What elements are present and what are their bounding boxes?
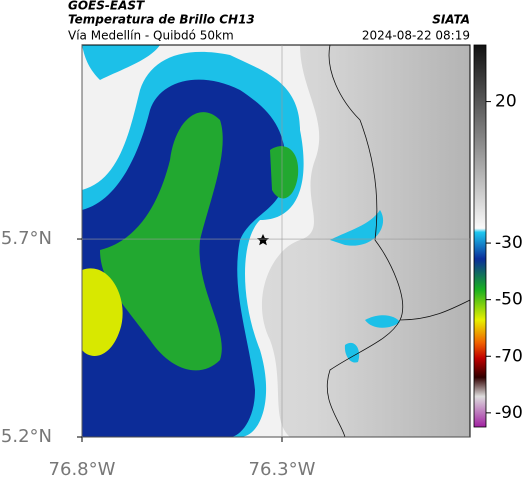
- x-tick-label: 76.8°W: [49, 459, 116, 480]
- y-tick-label: 5.2°N: [1, 426, 52, 447]
- subtitle: Temperatura de Brillo CH13: [68, 13, 255, 27]
- y-tick-label: 5.7°N: [1, 228, 52, 249]
- x-tick-label: 76.3°W: [249, 459, 316, 480]
- location-marker: [257, 234, 269, 246]
- colorbar-tick-label: -70: [495, 346, 523, 366]
- route: Vía Medellín - Quibdó 50km: [68, 29, 234, 43]
- colorbar-tick-label: -50: [495, 290, 523, 310]
- satellite-image: [82, 45, 470, 437]
- title: GOES-EAST: [68, 0, 145, 13]
- source: SIATA: [432, 13, 470, 27]
- colorbar-tick-label: -90: [495, 403, 523, 423]
- colorbar: [473, 44, 487, 428]
- datetime: 2024-08-22 08:19: [362, 29, 470, 43]
- colorbar-tick-label: -30: [495, 233, 523, 253]
- colorbar-tick-label: 20: [495, 92, 517, 112]
